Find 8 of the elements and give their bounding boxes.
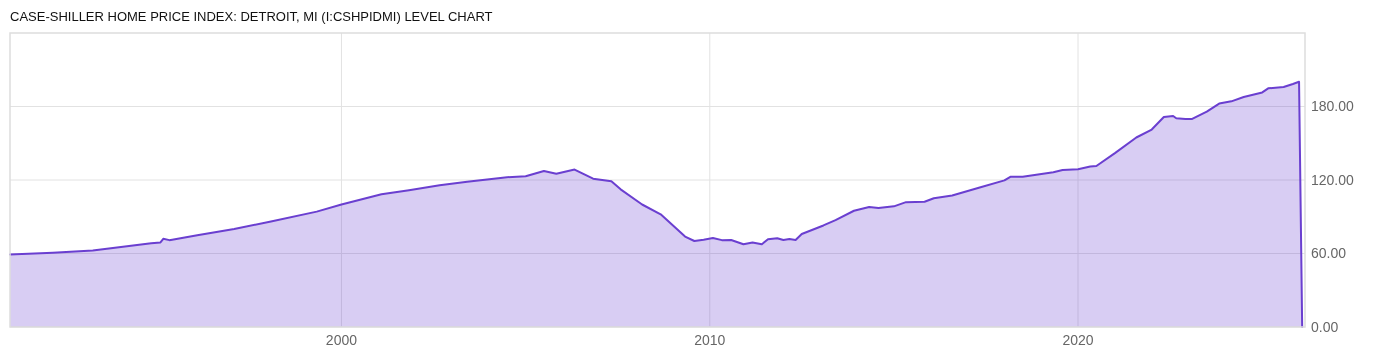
x-tick-label: 2000 <box>325 332 358 348</box>
chart-title: CASE-SHILLER HOME PRICE INDEX: DETROIT, MI (I:CSHPIDMI) LEVEL CHART <box>10 9 493 24</box>
y-tick-label: 180.00 <box>1311 98 1355 115</box>
x-tick-label: 2020 <box>1062 332 1094 348</box>
y-tick-label: 60.00 <box>1311 245 1347 262</box>
y-tick-label: 0.00 <box>1311 318 1339 335</box>
y-tick-label: 120.00 <box>1311 171 1355 188</box>
x-tick-label: 2010 <box>694 332 726 348</box>
